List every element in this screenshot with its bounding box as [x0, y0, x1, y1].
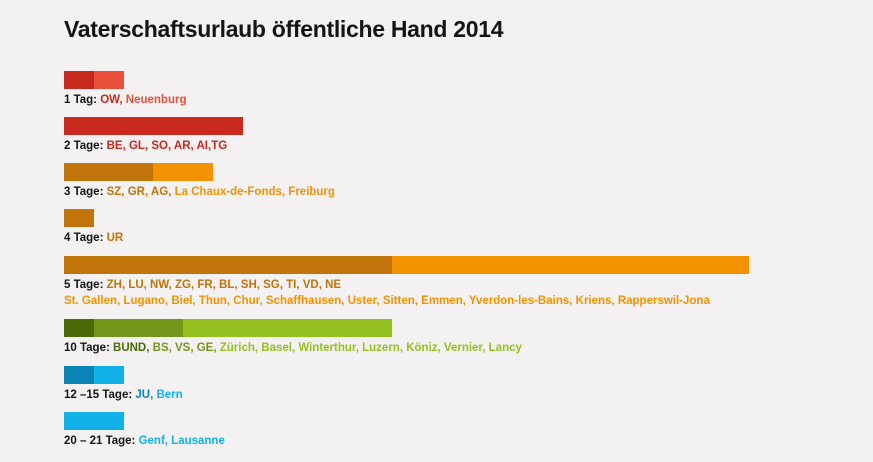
bar-label-part: ZH, LU, NW, ZG, FR, BL, SH, SG, TI, VD, … [103, 279, 342, 291]
bar-group: 12 –15 Tage: JU, Bern [64, 366, 183, 403]
bar-label-part: BE, GL, SO, AR, AI,TG [103, 140, 228, 152]
bar [64, 412, 124, 430]
bar-label-part: Neuenburg [122, 94, 187, 106]
bar-label-prefix: 1 Tag: [64, 94, 98, 106]
bar-segment [93, 71, 124, 89]
bar-label-prefix: 3 Tage: [64, 186, 104, 198]
bar [64, 117, 243, 135]
bar-label-part: Genf, Lausanne [135, 435, 225, 447]
bar-label: 10 Tage: BUND, BS, VS, GE, Zürich, Basel… [64, 340, 522, 356]
bar-label: 12 –15 Tage: JU, Bern [64, 387, 183, 403]
bar-segment [64, 163, 154, 181]
bar-label-part: JU, [132, 389, 154, 401]
bar-label-prefix: 2 Tage: [64, 140, 104, 152]
bar-label: 5 Tage: ZH, LU, NW, ZG, FR, BL, SH, SG, … [64, 277, 749, 309]
bar-label-prefix: 4 Tage: [64, 232, 104, 244]
bar-label-prefix: 20 – 21 Tage: [64, 435, 136, 447]
bar [64, 71, 124, 89]
bar [64, 209, 94, 227]
bar-label: 20 – 21 Tage: Genf, Lausanne [64, 433, 225, 449]
bar-segment [153, 163, 213, 181]
bar-label: 1 Tag: OW, Neuenburg [64, 92, 186, 108]
bar-segment [64, 256, 392, 274]
bar-label-part: BS, VS, GE, [149, 342, 217, 354]
bar [64, 319, 392, 337]
bar-label-prefix: 5 Tage: [64, 279, 104, 291]
bar-label: 4 Tage: UR [64, 230, 123, 246]
bar [64, 256, 750, 274]
bar-group: 4 Tage: UR [64, 209, 123, 246]
bar-label-part: UR [103, 232, 124, 244]
bar-segment [64, 209, 94, 227]
bar-group: 2 Tage: BE, GL, SO, AR, AI,TG [64, 117, 243, 154]
bar-segment [391, 256, 750, 274]
bar-label-part: Zürich, Basel, Winterthur, Luzern, Köniz… [216, 342, 522, 354]
bar-segment [64, 366, 94, 384]
bar [64, 366, 124, 384]
bar-label-part: La Chaux-de-Fonds, Freiburg [171, 186, 335, 198]
bar-label: 3 Tage: SZ, GR, AG, La Chaux-de-Fonds, F… [64, 184, 335, 200]
bar-segment [64, 412, 124, 430]
bar-label-part: OW, [97, 94, 123, 106]
bar [64, 163, 213, 181]
chart-title: Vaterschaftsurlaub öffentliche Hand 2014 [64, 16, 504, 42]
bar-group: 3 Tage: SZ, GR, AG, La Chaux-de-Fonds, F… [64, 163, 335, 200]
bar-segment [64, 319, 94, 337]
bar-label-part: Bern [153, 389, 183, 401]
bar-group: 10 Tage: BUND, BS, VS, GE, Zürich, Basel… [64, 319, 522, 356]
bar-group: 20 – 21 Tage: Genf, Lausanne [64, 412, 225, 449]
bar-segment [93, 366, 124, 384]
bar-label-part: SZ, GR, AG, [103, 186, 172, 198]
bar-segment [64, 117, 243, 135]
bar-label: 2 Tage: BE, GL, SO, AR, AI,TG [64, 138, 243, 154]
bar-segment [183, 319, 392, 337]
bar-label-part: BUND, [109, 342, 150, 354]
bar-segment [64, 71, 94, 89]
bar-segment [93, 319, 184, 337]
bar-label-prefix: 12 –15 Tage: [64, 389, 133, 401]
bar-group: 5 Tage: ZH, LU, NW, ZG, FR, BL, SH, SG, … [64, 256, 750, 309]
bar-group: 1 Tag: OW, Neuenburg [64, 71, 186, 108]
bar-label-prefix: 10 Tage: [64, 342, 110, 354]
bar-label-part: St. Gallen, Lugano, Biel, Thun, Chur, Sc… [64, 295, 710, 307]
